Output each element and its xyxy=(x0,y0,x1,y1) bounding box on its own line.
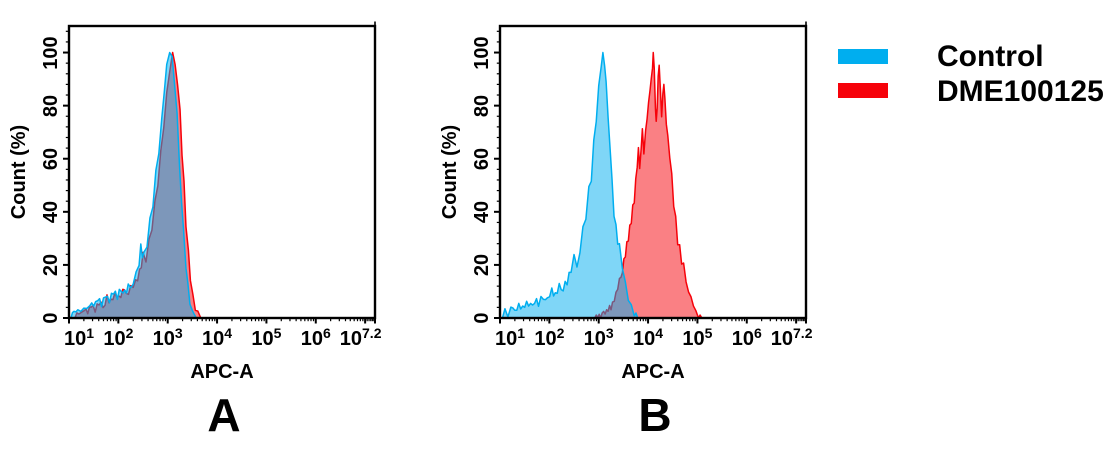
x-tick-label: 104 xyxy=(202,326,232,350)
y-tick-label: 40 xyxy=(470,200,493,223)
x-tick-label: 106 xyxy=(731,326,762,350)
x-tick-label: 102 xyxy=(103,326,133,350)
x-tick-base: 10 xyxy=(63,328,87,350)
x-tick-base: 10 xyxy=(534,328,557,350)
x-tick-label: 107.2 xyxy=(770,326,813,350)
y-tick-label: 60 xyxy=(470,147,493,170)
y-tick-label: 0 xyxy=(470,312,493,324)
panel-a-letter: A xyxy=(207,389,241,441)
x-tick-exponent: 5 xyxy=(273,325,282,341)
y-tick-label: 60 xyxy=(39,147,62,170)
plot-box xyxy=(498,24,808,320)
x-tick-exponent: 6 xyxy=(753,325,762,341)
y-tick-label: 20 xyxy=(39,253,62,277)
histogram-curve-control xyxy=(70,51,198,319)
x-tick-label: 105 xyxy=(682,326,712,350)
x-tick-exponent: 3 xyxy=(605,325,614,341)
y-tick-label: 0 xyxy=(39,312,62,324)
y-tick-label: 40 xyxy=(39,200,62,223)
x-tick-exponent: 1 xyxy=(517,325,526,341)
x-tick-base: 10 xyxy=(103,328,126,350)
legend-swatch-dme100125 xyxy=(838,83,888,98)
x-tick-base: 10 xyxy=(494,328,518,350)
x-tick-exponent: 6 xyxy=(322,325,331,341)
x-tick-exponent: 5 xyxy=(704,325,713,341)
x-tick-label: 101 xyxy=(494,326,525,350)
x-tick-exponent: 2 xyxy=(556,325,565,341)
y-tick-label: 20 xyxy=(470,253,493,277)
x-tick-label: 101 xyxy=(63,326,94,350)
x-tick-exponent: 4 xyxy=(655,325,664,341)
x-tick-label: 107.2 xyxy=(339,326,382,350)
x-tick-exponent: 7.2 xyxy=(362,325,382,341)
y-tick-label: 80 xyxy=(39,94,62,117)
panel-b-x-axis-title: APC-A xyxy=(621,361,685,383)
x-tick-label: 103 xyxy=(583,326,614,350)
x-tick-base: 10 xyxy=(731,328,754,350)
x-tick-base: 10 xyxy=(152,328,175,350)
histogram-curve-control xyxy=(501,51,642,319)
x-tick-base: 10 xyxy=(339,328,363,350)
x-tick-exponent: 3 xyxy=(174,325,183,341)
y-tick-label: 80 xyxy=(470,94,493,117)
panel-b-y-axis-title: Count (%) xyxy=(439,124,461,220)
x-tick-exponent: 7.2 xyxy=(793,325,813,341)
x-tick-base: 10 xyxy=(633,328,656,350)
x-tick-base: 10 xyxy=(682,328,705,350)
panel-a-x-axis-title: APC-A xyxy=(190,361,254,383)
x-tick-base: 10 xyxy=(251,328,274,350)
x-tick-label: 103 xyxy=(152,326,183,350)
x-tick-label: 105 xyxy=(251,326,281,350)
x-tick-base: 10 xyxy=(770,328,794,350)
x-tick-exponent: 1 xyxy=(86,325,95,341)
legend-swatch-control xyxy=(838,48,888,64)
x-tick-base: 10 xyxy=(583,328,606,350)
x-tick-exponent: 2 xyxy=(125,325,134,341)
panel-a-y-axis-title: Count (%) xyxy=(8,124,30,220)
legend-label-control: Control xyxy=(937,40,1044,73)
x-tick-label: 102 xyxy=(534,326,564,350)
x-tick-base: 10 xyxy=(300,328,323,350)
panel-b-letter: B xyxy=(638,389,672,441)
x-tick-label: 104 xyxy=(633,326,663,350)
x-tick-exponent: 4 xyxy=(224,325,233,341)
plot-box xyxy=(67,24,377,320)
y-tick-label: 100 xyxy=(470,35,493,70)
x-tick-label: 106 xyxy=(300,326,331,350)
legend-label-dme100125: DME100125 xyxy=(937,74,1104,108)
y-tick-label: 100 xyxy=(39,35,62,70)
x-tick-base: 10 xyxy=(202,328,225,350)
